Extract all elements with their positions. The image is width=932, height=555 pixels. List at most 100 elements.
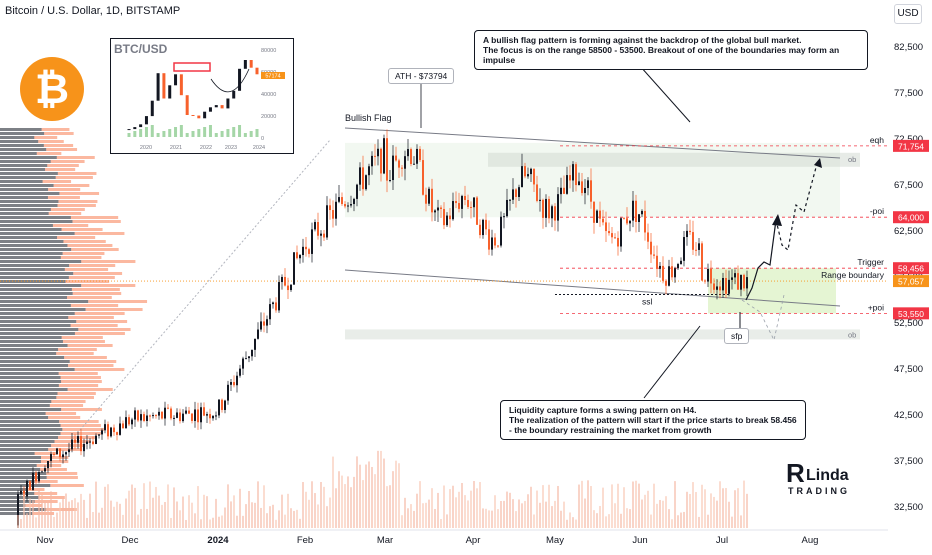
inset-candle bbox=[197, 115, 201, 119]
vp-bar bbox=[69, 360, 117, 363]
candle-body bbox=[332, 210, 334, 219]
volume-bar bbox=[245, 504, 247, 528]
volume-bar bbox=[314, 493, 316, 528]
volume-bar bbox=[668, 509, 670, 528]
candle-body bbox=[620, 218, 622, 247]
vp-bar bbox=[72, 292, 122, 295]
price-tag-label: 57,057 bbox=[898, 277, 924, 287]
inset-volume-bar bbox=[150, 125, 154, 137]
volume-bar bbox=[113, 506, 115, 528]
vp-bar bbox=[61, 380, 102, 383]
candle-body bbox=[245, 358, 247, 360]
candle-body bbox=[206, 414, 208, 416]
volume-bar bbox=[86, 517, 88, 528]
candle-body bbox=[119, 423, 121, 435]
candle-body bbox=[335, 201, 337, 219]
volume-bar bbox=[467, 500, 469, 528]
candle-body bbox=[344, 204, 346, 207]
volume-bar bbox=[533, 514, 535, 528]
candle-body bbox=[161, 411, 163, 419]
candle-body bbox=[362, 167, 364, 190]
vp-bar bbox=[0, 224, 53, 227]
vp-bar bbox=[32, 512, 55, 515]
projection-path-dashed bbox=[775, 159, 819, 252]
candle-body bbox=[182, 413, 184, 422]
candle-body bbox=[77, 436, 79, 443]
volume-bar bbox=[203, 494, 205, 528]
candle-body bbox=[494, 237, 496, 246]
volume-bar bbox=[308, 499, 310, 528]
vp-bar bbox=[61, 336, 103, 339]
vp-bar bbox=[0, 184, 54, 187]
candle-body bbox=[692, 232, 694, 250]
volume-bar bbox=[209, 519, 211, 528]
volume-bar bbox=[572, 517, 574, 528]
volume-bar bbox=[230, 501, 232, 528]
volume-bar bbox=[32, 500, 34, 528]
volume-bar bbox=[692, 482, 694, 528]
volume-bar bbox=[680, 512, 682, 528]
projection-arrow-icon bbox=[814, 158, 822, 168]
candle-body bbox=[203, 407, 205, 416]
candle-body bbox=[656, 255, 658, 269]
inset-candle bbox=[255, 67, 259, 75]
candle-body bbox=[470, 206, 472, 208]
candle-body bbox=[368, 166, 370, 176]
candle-body bbox=[395, 155, 397, 161]
volume-bar bbox=[131, 484, 133, 528]
inset-candle bbox=[168, 85, 172, 99]
vp-bar bbox=[58, 348, 97, 351]
candle-body bbox=[539, 199, 541, 201]
vp-bar bbox=[48, 212, 82, 215]
volume-bar bbox=[275, 519, 277, 528]
vp-bar bbox=[0, 332, 75, 335]
volume-bars bbox=[17, 450, 748, 528]
vp-bar bbox=[0, 192, 60, 195]
vp-bar bbox=[0, 200, 59, 203]
candle-body bbox=[419, 148, 421, 161]
volume-bar bbox=[515, 511, 517, 528]
vp-bar bbox=[52, 224, 89, 227]
ob-label: ob bbox=[848, 155, 856, 164]
candle-body bbox=[95, 435, 97, 444]
vp-bar bbox=[0, 512, 33, 515]
vp-bar bbox=[0, 204, 58, 207]
y-tick-label: 42,500 bbox=[894, 410, 923, 421]
volume-bar bbox=[47, 501, 49, 528]
volume-bar bbox=[557, 485, 559, 528]
vp-bar bbox=[48, 448, 81, 451]
volume-bar bbox=[365, 464, 367, 528]
volume-bar bbox=[263, 485, 265, 528]
candle-body bbox=[488, 229, 490, 250]
vp-bar bbox=[81, 260, 136, 263]
currency-button[interactable]: USD bbox=[894, 4, 922, 24]
brand-logo: R Linda TRADING bbox=[784, 458, 864, 498]
volume-bar bbox=[41, 495, 43, 528]
vp-bar bbox=[34, 452, 58, 455]
vp-bar bbox=[70, 216, 119, 219]
candle-body bbox=[92, 441, 94, 444]
vp-bar bbox=[59, 192, 100, 195]
volume-bar bbox=[278, 510, 280, 528]
vp-bar bbox=[60, 256, 102, 259]
vp-bar bbox=[0, 280, 66, 283]
volume-bar bbox=[302, 482, 304, 528]
brand-line1: Linda bbox=[806, 467, 849, 484]
volume-bar bbox=[260, 507, 262, 528]
inset-y-tick: 20000 bbox=[261, 114, 276, 120]
volume-bar bbox=[68, 501, 70, 528]
volume-bar bbox=[161, 504, 163, 528]
candle-body bbox=[647, 232, 649, 242]
candle-body bbox=[737, 273, 739, 290]
volume-bar bbox=[95, 481, 97, 528]
candle-body bbox=[326, 205, 328, 238]
inset-candle bbox=[162, 73, 166, 99]
inset-x-tick: 2023 bbox=[225, 145, 237, 151]
volume-bar bbox=[452, 485, 454, 528]
x-tick-label: Apr bbox=[466, 535, 481, 546]
volume-bar bbox=[638, 483, 640, 528]
vp-bar bbox=[67, 296, 112, 299]
candle-body bbox=[683, 237, 685, 261]
